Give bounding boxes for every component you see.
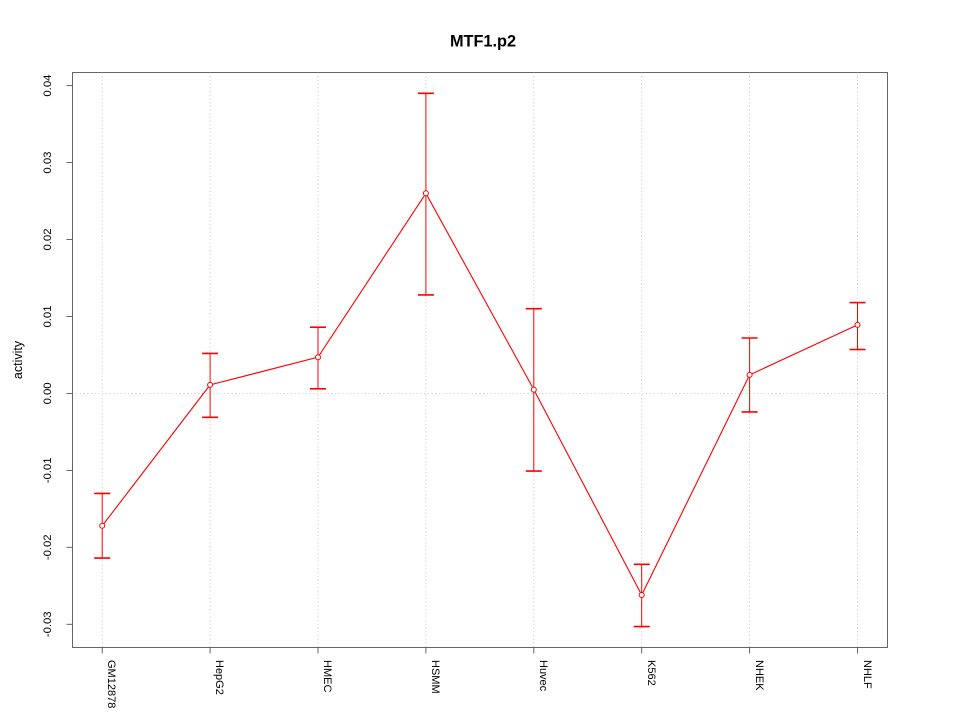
svg-text:-0.03: -0.03 bbox=[42, 611, 54, 637]
svg-text:GM12878: GM12878 bbox=[105, 660, 117, 708]
svg-text:0.04: 0.04 bbox=[42, 75, 54, 97]
svg-text:0.00: 0.00 bbox=[42, 382, 54, 404]
svg-text:K562: K562 bbox=[645, 660, 657, 686]
svg-text:HepG2: HepG2 bbox=[213, 660, 225, 695]
svg-text:0.02: 0.02 bbox=[42, 229, 54, 251]
svg-text:-0.01: -0.01 bbox=[42, 458, 54, 484]
svg-text:NHLF: NHLF bbox=[861, 660, 873, 689]
svg-text:HMEC: HMEC bbox=[321, 660, 333, 692]
svg-text:0.03: 0.03 bbox=[42, 152, 54, 174]
svg-text:NHEK: NHEK bbox=[753, 660, 765, 691]
svg-text:-0.02: -0.02 bbox=[42, 534, 54, 560]
svg-text:HSMM: HSMM bbox=[429, 660, 441, 694]
svg-text:0.01: 0.01 bbox=[42, 306, 54, 328]
svg-text:MTF1.p2: MTF1.p2 bbox=[450, 33, 516, 51]
svg-text:Huvec: Huvec bbox=[537, 660, 549, 692]
svg-text:activity: activity bbox=[11, 340, 25, 379]
